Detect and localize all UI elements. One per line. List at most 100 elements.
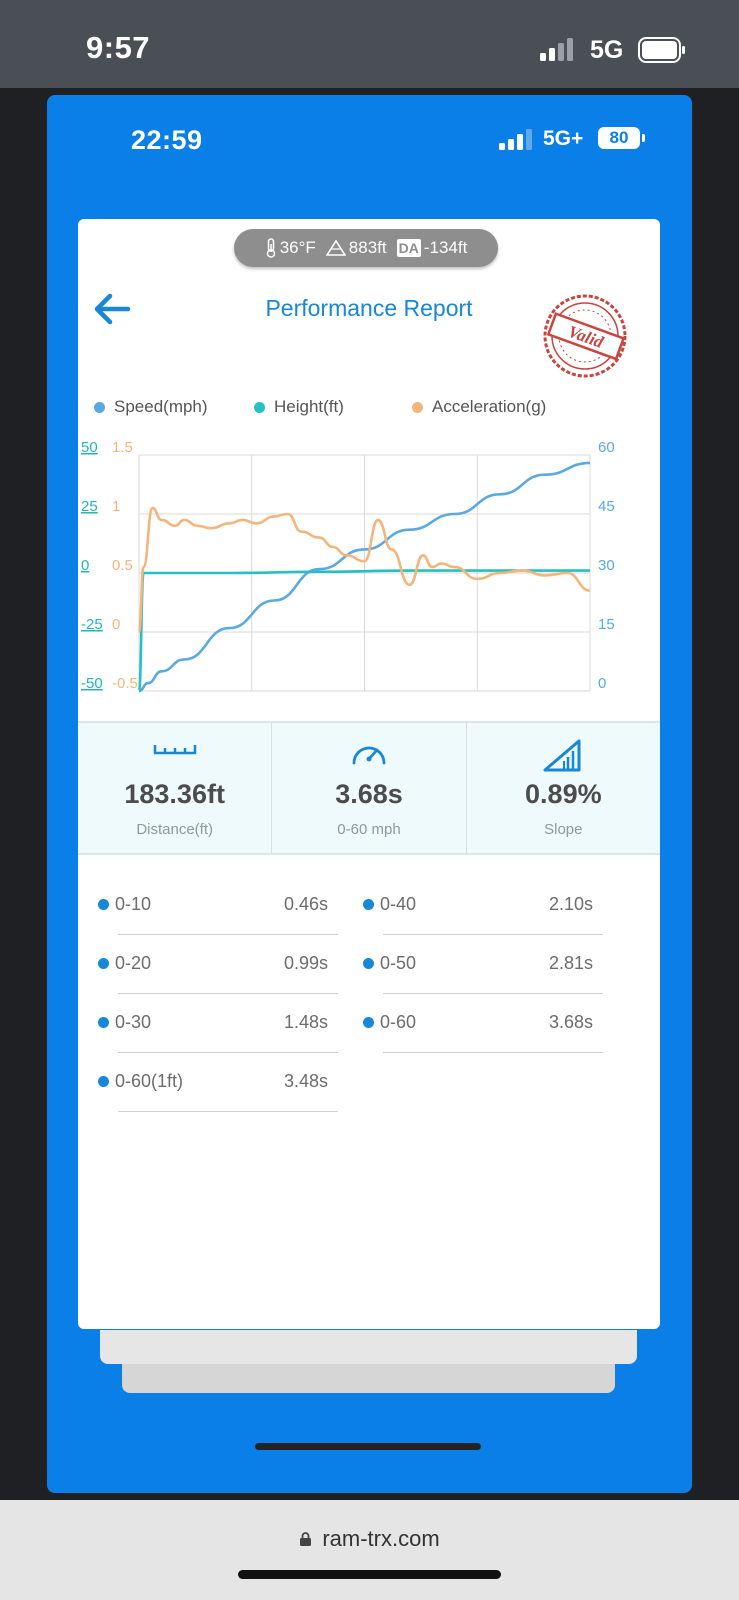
split-time: 3.48s: [283, 1071, 328, 1091]
legend-acceleration[interactable]: Acceleration(g): [412, 397, 546, 417]
shared-screenshot: 22:59 5G+ 80 36°F 883ft: [47, 95, 692, 1493]
split-name: 0-50: [380, 953, 417, 973]
inner-network-type: 5G+: [543, 127, 584, 150]
split-dot: [363, 899, 374, 910]
split-dot: [98, 899, 109, 910]
thermometer-icon: [266, 238, 275, 258]
split-row: 0-60(1ft) 3.48s: [78, 1054, 338, 1112]
split-dot: [98, 1017, 109, 1028]
conditions-pill: 36°F 883ft DA -134ft: [234, 229, 498, 267]
divider: [118, 1052, 338, 1053]
y-tick-label-speed: 45: [598, 498, 615, 515]
altitude-item: 883ft: [325, 238, 387, 258]
y-tick-label-acceleration: 1: [112, 498, 120, 515]
legend-dot: [254, 401, 265, 413]
battery-icon: [638, 37, 685, 63]
inner-battery-icon: 80: [598, 127, 645, 149]
network-type: 5G: [590, 36, 624, 64]
outer-status-bar: 9:57 5G: [0, 0, 739, 88]
speedometer-icon: [352, 746, 386, 765]
legend-height[interactable]: Height(ft): [254, 397, 344, 417]
divider: [118, 1111, 338, 1112]
url-display[interactable]: ram-trx.com: [0, 1526, 739, 1552]
altitude-value: 883ft: [348, 238, 387, 257]
y-tick-label-height: 0: [81, 557, 89, 574]
temperature-value: 36°F: [279, 238, 316, 257]
split-time: 2.10s: [548, 894, 593, 914]
zero-sixty-value: 3.68s: [335, 779, 403, 809]
y-tick-label-acceleration: 0.5: [112, 557, 133, 574]
y-tick-label-acceleration: 0: [112, 616, 120, 633]
y-tick-label-height: 25: [81, 498, 98, 515]
da-badge: DA: [396, 239, 421, 257]
divider: [383, 934, 603, 935]
y-tick-label-speed: 60: [598, 439, 615, 456]
lock-icon: [300, 1532, 312, 1546]
split-name: 0-60(1ft): [115, 1071, 184, 1091]
inner-signal-icon: [499, 129, 532, 150]
split-row: 0-40 2.10s: [343, 877, 603, 935]
y-tick-label-height: -25: [81, 616, 103, 633]
divider: [118, 934, 338, 935]
stats-panel: 183.36ft Distance(ft) 3.68s 0-60 mph 0: [78, 721, 660, 855]
y-tick-label-speed: 0: [598, 675, 606, 692]
chart-legend: Speed(mph) Height(ft) Acceleration(g): [94, 397, 654, 423]
split-time: 0.46s: [283, 894, 328, 914]
y-tick-label-height: -50: [81, 675, 103, 692]
inner-home-indicator: [255, 1443, 481, 1450]
stacked-card-shadow: [100, 1330, 637, 1364]
browser-address-bar[interactable]: ram-trx.com: [0, 1500, 739, 1600]
zero-sixty-label: 0-60 mph: [337, 821, 401, 838]
y-tick-label-speed: 30: [598, 557, 615, 574]
y-tick-label-acceleration: 1.5: [112, 439, 133, 456]
split-row: 0-50 2.81s: [343, 936, 603, 994]
series-line-0: [138, 461, 591, 693]
y-tick-label-height: 50: [81, 439, 98, 456]
legend-label: Speed(mph): [114, 397, 208, 416]
split-name: 0-10: [115, 894, 152, 914]
split-row: 0-20 0.99s: [78, 936, 338, 994]
split-name: 0-40: [380, 894, 417, 914]
legend-speed[interactable]: Speed(mph): [94, 397, 208, 417]
y-tick-label-acceleration: -0.5: [112, 675, 138, 692]
url-text: ram-trx.com: [322, 1526, 440, 1551]
stat-distance: 183.36ft Distance(ft): [78, 723, 273, 853]
outer-clock: 9:57: [86, 30, 151, 65]
report-card: 36°F 883ft DA -134ft Performance Report: [78, 219, 660, 1329]
split-dot: [98, 958, 109, 969]
distance-label: Distance(ft): [136, 821, 213, 838]
performance-chart: 50 25 0 -25 -50 1.5 1 0.5 0 -0.5 60 45 30 15 0: [81, 439, 615, 693]
split-name: 0-60: [380, 1012, 417, 1032]
valid-stamp-icon: Valid: [543, 294, 627, 378]
divider: [383, 1052, 603, 1053]
back-arrow-icon[interactable]: [90, 289, 134, 329]
split-dot: [363, 958, 374, 969]
split-row: 0-30 1.48s: [78, 995, 338, 1053]
slope-label: Slope: [544, 821, 583, 838]
legend-dot: [412, 401, 423, 413]
mountain-icon: [325, 240, 346, 256]
legend-dot: [94, 401, 105, 413]
home-indicator: [238, 1570, 501, 1579]
slope-value: 0.89%: [525, 779, 602, 809]
split-row: 0-10 0.46s: [78, 877, 338, 935]
split-time: 0.99s: [283, 953, 328, 973]
density-altitude-item: DA -134ft: [396, 238, 468, 258]
stat-slope: 0.89% Slope: [467, 723, 660, 853]
split-dot: [363, 1017, 374, 1028]
temperature-item: 36°F: [265, 238, 316, 258]
signal-icon: [540, 38, 573, 61]
distance-value: 183.36ft: [124, 779, 225, 809]
split-dot: [98, 1076, 109, 1087]
ruler-icon: [153, 745, 196, 755]
page-title: Performance Report: [265, 295, 473, 321]
divider: [383, 993, 603, 994]
legend-label: Height(ft): [274, 397, 344, 416]
y-tick-label-speed: 15: [598, 616, 615, 633]
split-name: 0-30: [115, 1012, 152, 1032]
legend-label: Acceleration(g): [432, 397, 547, 416]
density-altitude-value: -134ft: [423, 238, 468, 257]
series-line-2: [137, 506, 591, 634]
slope-icon: [543, 739, 581, 772]
inner-clock: 22:59: [131, 125, 203, 155]
